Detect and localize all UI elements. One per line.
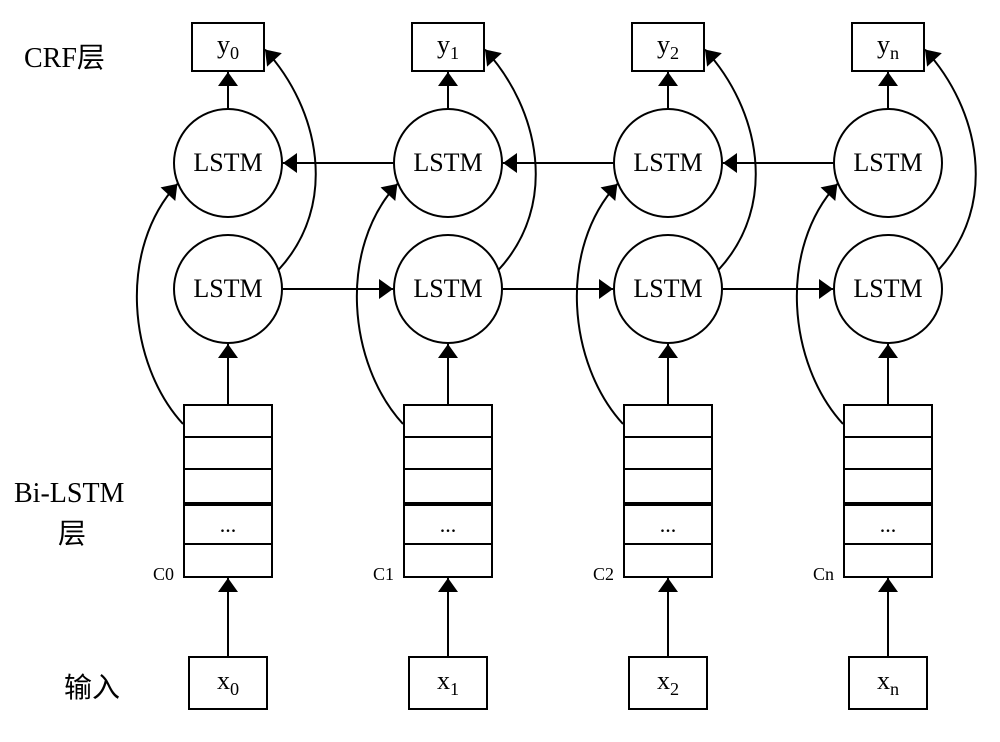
x-label: xn bbox=[877, 666, 899, 700]
input-x-0: x0 bbox=[188, 656, 268, 710]
ellipsis: ... bbox=[845, 506, 931, 545]
lstm-forward-2: LSTM bbox=[613, 234, 723, 344]
lstm-backward-0: LSTM bbox=[173, 108, 283, 218]
embed-stack-top-1 bbox=[403, 404, 493, 504]
x-label: x2 bbox=[657, 666, 679, 700]
lstm-forward-1: LSTM bbox=[393, 234, 503, 344]
x-label: x1 bbox=[437, 666, 459, 700]
embed-stack-bottom-0: ... bbox=[183, 504, 273, 578]
output-y-0: y0 bbox=[191, 22, 265, 72]
output-y-3: yn bbox=[851, 22, 925, 72]
c-label-3: Cn bbox=[813, 564, 834, 585]
lstm-backward-3: LSTM bbox=[833, 108, 943, 218]
bilstm-layer-label-2: 层 bbox=[58, 512, 86, 552]
y-label: y1 bbox=[437, 30, 459, 64]
input-x-1: x1 bbox=[408, 656, 488, 710]
diagram-canvas: CRF层 Bi-LSTM层输入 y0 LSTM LSTM... C0 x0 y1 LSTM LST… bbox=[0, 0, 1000, 742]
c-label-2: C2 bbox=[593, 564, 614, 585]
embed-stack-top-2 bbox=[623, 404, 713, 504]
output-y-1: y1 bbox=[411, 22, 485, 72]
lstm-forward-0: LSTM bbox=[173, 234, 283, 344]
y-label: y2 bbox=[657, 30, 679, 64]
lstm-backward-2: LSTM bbox=[613, 108, 723, 218]
x-label: x0 bbox=[217, 666, 239, 700]
input-x-2: x2 bbox=[628, 656, 708, 710]
embed-stack-top-0 bbox=[183, 404, 273, 504]
output-y-2: y2 bbox=[631, 22, 705, 72]
embed-stack-bottom-1: ... bbox=[403, 504, 493, 578]
ellipsis: ... bbox=[405, 506, 491, 545]
ellipsis: ... bbox=[625, 506, 711, 545]
arrow-layer bbox=[0, 0, 1000, 742]
y-label: y0 bbox=[217, 30, 239, 64]
embed-stack-top-3 bbox=[843, 404, 933, 504]
input-layer-label: 输入 bbox=[64, 666, 120, 706]
lstm-backward-1: LSTM bbox=[393, 108, 503, 218]
input-x-3: xn bbox=[848, 656, 928, 710]
c-label-1: C1 bbox=[373, 564, 394, 585]
embed-stack-bottom-2: ... bbox=[623, 504, 713, 578]
ellipsis: ... bbox=[185, 506, 271, 545]
lstm-forward-3: LSTM bbox=[833, 234, 943, 344]
crf-layer-label: CRF层 bbox=[24, 36, 105, 76]
bilstm-layer-label: Bi-LSTM bbox=[14, 478, 124, 510]
embed-stack-bottom-3: ... bbox=[843, 504, 933, 578]
c-label-0: C0 bbox=[153, 564, 174, 585]
y-label: yn bbox=[877, 30, 899, 64]
